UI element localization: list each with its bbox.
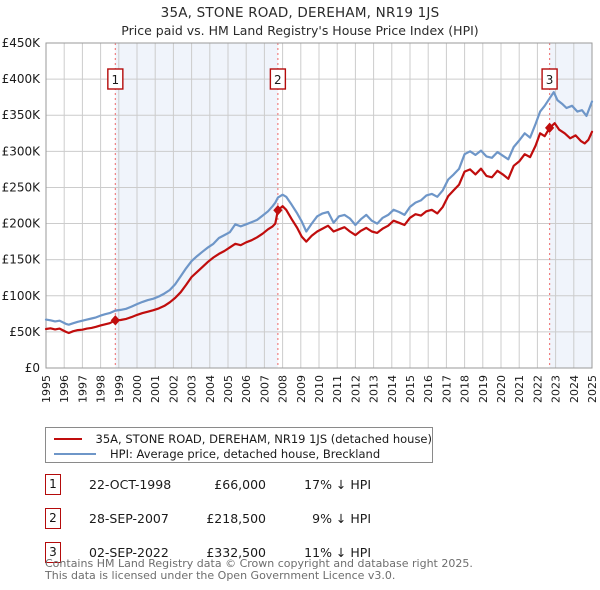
marker-label: 1 bbox=[112, 73, 120, 87]
x-tick-label: 2004 bbox=[204, 375, 217, 403]
x-tick-label: 2008 bbox=[277, 375, 290, 403]
marker-label-box bbox=[541, 68, 558, 90]
marker-label: 3 bbox=[546, 73, 554, 87]
transaction-price: £66,000 bbox=[214, 477, 266, 492]
sale-marker-diamond bbox=[544, 122, 555, 134]
hpi-line-swatch bbox=[54, 452, 96, 455]
y-tick-label: £350K bbox=[2, 108, 42, 122]
plot-border bbox=[45, 42, 593, 369]
x-tick-label: 1995 bbox=[40, 375, 53, 403]
x-tick-label: 2020 bbox=[495, 375, 508, 403]
sale-marker-diamond bbox=[273, 204, 283, 216]
x-tick-label: 2022 bbox=[531, 375, 544, 403]
y-tick-label: £400K bbox=[2, 72, 42, 86]
x-tick-label: 2018 bbox=[459, 375, 472, 403]
legend-item-hpi: HPI: Average price, detached house, Brec… bbox=[46, 446, 432, 461]
transaction-hpi-delta: 9% ↓ HPI bbox=[312, 511, 371, 526]
y-tick-label: £150K bbox=[2, 253, 42, 267]
transaction-hpi-delta: 17% ↓ HPI bbox=[304, 477, 371, 492]
x-tick-label: 2010 bbox=[313, 375, 326, 403]
transaction-row: 1 22-OCT-1998 £66,000 17% ↓ HPI bbox=[45, 474, 371, 495]
x-tick-label: 2000 bbox=[131, 375, 144, 403]
x-tick-label: 2019 bbox=[477, 375, 490, 403]
x-tick-label: 2024 bbox=[568, 375, 581, 403]
x-tick-label: 2003 bbox=[186, 375, 199, 403]
footer-line2: This data is licensed under the Open Gov… bbox=[45, 568, 396, 582]
y-tick-label: £300K bbox=[2, 144, 42, 158]
marker-label-box bbox=[107, 68, 124, 90]
y-tick-label: £0 bbox=[25, 361, 40, 375]
x-tick-label: 1998 bbox=[95, 375, 108, 403]
y-tick-label: £250K bbox=[2, 180, 42, 194]
price-paid-line-swatch bbox=[54, 437, 82, 440]
marker-label-box bbox=[269, 68, 287, 90]
legend-item-price-paid: 35A, STONE ROAD, DEREHAM, NR19 1JS (deta… bbox=[46, 431, 432, 446]
transaction-price: £218,500 bbox=[206, 511, 266, 526]
footer-line1: Contains HM Land Registry data © Crown c… bbox=[45, 557, 473, 570]
transaction-hpi-delta: 11% ↓ HPI bbox=[304, 545, 371, 560]
transaction-number-badge: 1 bbox=[45, 474, 61, 495]
x-tick-label: 2015 bbox=[404, 375, 417, 403]
transaction-number-badge: 3 bbox=[45, 542, 61, 563]
x-tick-label: 2013 bbox=[368, 375, 381, 403]
sale-marker-diamond bbox=[110, 315, 120, 326]
legend-label: 35A, STONE ROAD, DEREHAM, NR19 1JS (deta… bbox=[95, 431, 432, 446]
y-tick-label: £100K bbox=[2, 289, 42, 303]
price-chart: 1 2 3 £0 £50K £100K £150K £200K £250K £300K £350K £… bbox=[2, 36, 599, 403]
shaded-region bbox=[115, 43, 278, 368]
transaction-row: 3 02-SEP-2022 £332,500 11% ↓ HPI bbox=[45, 542, 371, 563]
x-tick-label: 2002 bbox=[167, 375, 180, 403]
x-tick-label: 2021 bbox=[513, 375, 526, 403]
x-tick-label: 2017 bbox=[440, 375, 453, 403]
x-tick-label: 1997 bbox=[76, 375, 89, 403]
transaction-date: 22-OCT-1998 bbox=[89, 477, 172, 492]
x-tick-label: 2014 bbox=[386, 375, 399, 403]
x-tick-label: 2005 bbox=[222, 375, 235, 403]
price-paid-series-line bbox=[44, 122, 594, 335]
page-title: 35A, STONE ROAD, DEREHAM, NR19 1JS bbox=[160, 5, 440, 21]
y-tick-label: £450K bbox=[2, 36, 42, 50]
transactions-table: 1 22-OCT-1998 £66,000 17% ↓ HPI 2 28-SEP-2007… bbox=[45, 474, 371, 576]
legend-label: HPI: Average price, detached house, Brec… bbox=[110, 446, 381, 461]
transaction-date: 28-SEP-2007 bbox=[89, 511, 169, 526]
x-tick-label: 2023 bbox=[550, 375, 563, 403]
transaction-price: £332,500 bbox=[206, 545, 266, 560]
y-tick-label: £50K bbox=[9, 325, 41, 339]
transaction-row: 2 28-SEP-2007 £218,500 9% ↓ HPI bbox=[45, 508, 371, 529]
page-subtitle: Price paid vs. HM Land Registry's House … bbox=[121, 23, 479, 38]
x-tick-label: 2016 bbox=[422, 375, 435, 403]
x-tick-label: 1996 bbox=[58, 375, 71, 403]
transaction-date: 02-SEP-2022 bbox=[89, 545, 169, 560]
x-tick-label: 2001 bbox=[149, 375, 162, 403]
hpi-series-line bbox=[44, 90, 594, 326]
x-tick-label: 2025 bbox=[586, 375, 599, 403]
y-tick-label: £200K bbox=[2, 217, 42, 231]
x-tick-label: 2007 bbox=[258, 375, 271, 403]
x-tick-label: 2006 bbox=[240, 375, 253, 403]
footer: Contains HM Land Registry data © Crown c… bbox=[45, 558, 473, 581]
x-tick-label: 2011 bbox=[331, 375, 344, 403]
x-tick-label: 2009 bbox=[295, 375, 308, 403]
marker-label: 2 bbox=[274, 73, 282, 87]
x-tick-label: 2012 bbox=[349, 375, 362, 403]
chart-legend: 35A, STONE ROAD, DEREHAM, NR19 1JS (deta… bbox=[45, 427, 433, 463]
x-tick-label: 1999 bbox=[113, 375, 126, 403]
transaction-number-badge: 2 bbox=[45, 508, 61, 529]
